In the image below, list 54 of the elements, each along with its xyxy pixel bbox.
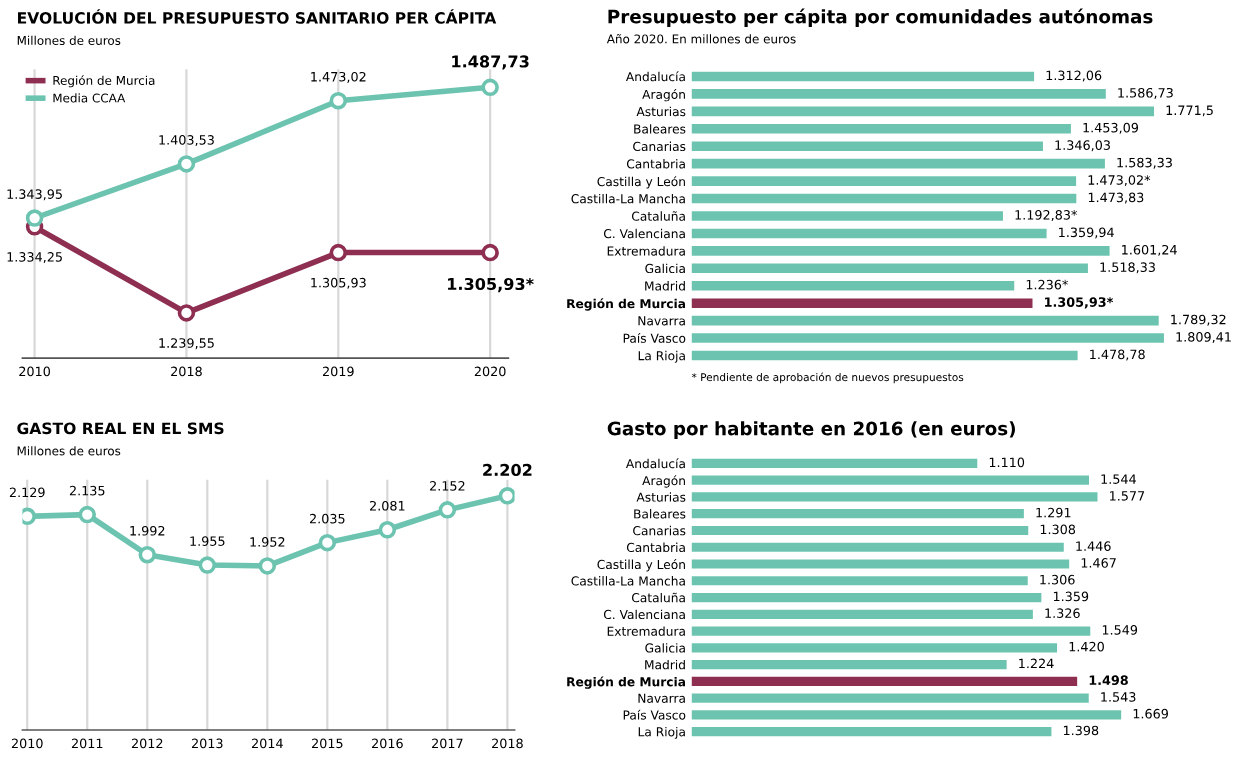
bar [691, 280, 1015, 291]
bar [691, 228, 1047, 239]
bar [691, 333, 1164, 343]
bar [691, 298, 1033, 308]
bar [691, 710, 1122, 720]
bar [691, 676, 1078, 686]
point [378, 521, 397, 539]
data-label: 1.305,93* [448, 277, 534, 293]
point [177, 155, 196, 173]
bar [691, 176, 1077, 186]
chart-title: Gasto por habitante en 2016 (en euros) [607, 421, 1015, 439]
bar [691, 193, 1077, 204]
bar [691, 659, 1007, 670]
data-label: 1.487,73 [452, 55, 529, 70]
bar [691, 609, 1033, 619]
point [329, 91, 348, 110]
point [25, 209, 44, 227]
bar [691, 315, 1159, 326]
data-label: 2.202 [483, 463, 532, 477]
bar [691, 492, 1098, 502]
bar [691, 141, 1043, 152]
point [198, 556, 217, 574]
point [258, 557, 277, 575]
point [329, 243, 348, 262]
bar [691, 643, 1058, 653]
bar [691, 592, 1042, 603]
bar [691, 626, 1091, 636]
bar [691, 576, 1028, 586]
point [138, 545, 157, 564]
bar [691, 693, 1089, 703]
point [481, 78, 499, 97]
bar [691, 263, 1088, 274]
point [481, 243, 499, 262]
bar [691, 211, 1003, 221]
point [318, 533, 337, 552]
bar [691, 71, 1035, 82]
point [78, 505, 96, 524]
bar [691, 350, 1078, 361]
bar [691, 726, 1052, 737]
bar [691, 509, 1024, 519]
bar [691, 158, 1105, 169]
point [177, 304, 196, 322]
bar [691, 246, 1110, 256]
bar [691, 559, 1070, 569]
bar [691, 475, 1090, 485]
point [438, 501, 457, 519]
point [498, 487, 515, 505]
chart-title: Presupuesto per cápita por comunidades autónomas [608, 8, 1153, 27]
bar [691, 106, 1155, 117]
bar [691, 89, 1106, 99]
bar [691, 458, 978, 469]
bar [691, 525, 1029, 536]
bar [691, 124, 1071, 134]
bar [691, 542, 1064, 552]
